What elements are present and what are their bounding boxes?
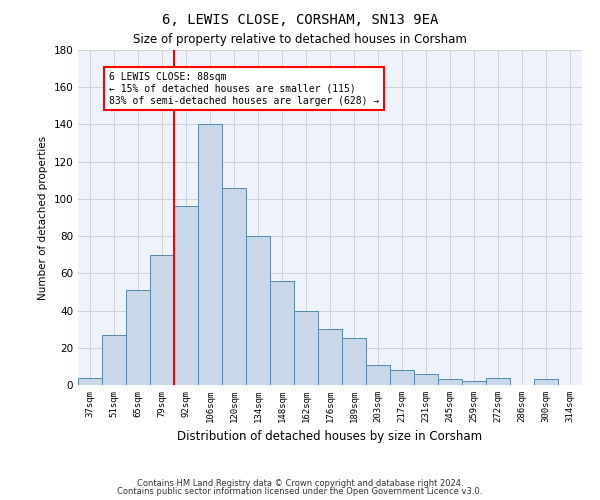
Bar	[342, 338, 366, 385]
Bar	[366, 364, 390, 385]
Bar	[486, 378, 510, 385]
Bar	[198, 124, 222, 385]
Bar	[534, 380, 558, 385]
Bar	[294, 310, 318, 385]
Bar	[246, 236, 270, 385]
Text: Contains HM Land Registry data © Crown copyright and database right 2024.: Contains HM Land Registry data © Crown c…	[137, 478, 463, 488]
Bar	[318, 329, 342, 385]
Bar	[126, 290, 150, 385]
Bar	[222, 188, 246, 385]
Bar	[270, 281, 294, 385]
Bar	[390, 370, 414, 385]
Bar	[438, 380, 462, 385]
Bar	[150, 254, 174, 385]
Text: Size of property relative to detached houses in Corsham: Size of property relative to detached ho…	[133, 32, 467, 46]
Text: 6 LEWIS CLOSE: 88sqm
← 15% of detached houses are smaller (115)
83% of semi-deta: 6 LEWIS CLOSE: 88sqm ← 15% of detached h…	[109, 72, 379, 106]
Text: 6, LEWIS CLOSE, CORSHAM, SN13 9EA: 6, LEWIS CLOSE, CORSHAM, SN13 9EA	[162, 12, 438, 26]
X-axis label: Distribution of detached houses by size in Corsham: Distribution of detached houses by size …	[178, 430, 482, 444]
Text: Contains public sector information licensed under the Open Government Licence v3: Contains public sector information licen…	[118, 487, 482, 496]
Bar	[462, 382, 486, 385]
Bar	[78, 378, 102, 385]
Bar	[102, 335, 126, 385]
Bar	[414, 374, 438, 385]
Bar	[174, 206, 198, 385]
Y-axis label: Number of detached properties: Number of detached properties	[38, 136, 48, 300]
